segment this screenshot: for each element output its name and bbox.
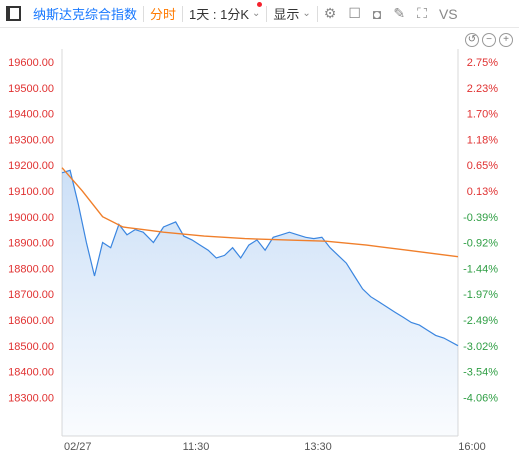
y-tick-label: 18400.00 <box>8 367 54 379</box>
y-tick-label: 18900.00 <box>8 238 54 250</box>
pct-tick-label: -4.06% <box>463 392 498 404</box>
y-tick-label: 18700.00 <box>8 289 54 301</box>
pencil-icon[interactable]: ✎ <box>393 5 406 21</box>
panel-icon <box>6 6 21 21</box>
fullscreen-icon[interactable]: ⛶ <box>417 5 427 21</box>
display-label: 显示 <box>273 7 300 22</box>
pct-tick-label: -2.49% <box>463 315 498 327</box>
zoom-in-icon[interactable]: + <box>499 33 513 47</box>
x-tick-label: 13:30 <box>304 441 332 453</box>
pct-tick-label: -3.02% <box>463 341 498 353</box>
y-tick-label: 18300.00 <box>8 392 54 404</box>
display-menu[interactable]: 显示 ⌄ <box>267 0 316 28</box>
pct-tick-label: -0.92% <box>463 238 498 250</box>
price-line <box>61 169 459 347</box>
x-tick-label: 11:30 <box>183 441 210 453</box>
zoom-out-icon[interactable]: − <box>482 33 496 47</box>
average-price-line <box>61 167 459 258</box>
pct-tick-label: 2.75% <box>467 57 498 69</box>
y-tick-label: 18800.00 <box>8 263 54 275</box>
y-tick-label: 19400.00 <box>8 109 54 121</box>
y-tick-label: 19300.00 <box>8 134 54 146</box>
pct-tick-label: -3.54% <box>463 367 498 379</box>
pct-tick-label: 0.65% <box>467 160 498 172</box>
period-label: 1天 : 1分K <box>189 7 249 22</box>
y-tick-label: 19100.00 <box>8 186 54 198</box>
pct-tick-label: -1.97% <box>463 289 498 301</box>
pct-tick-label: 0.13% <box>467 186 498 198</box>
chart-toolbar: 纳斯达克综合指数 分时 1天 : 1分K ⌄ 显示 ⌄ ⚙ ☐ ◘ ✎ ⛶ VS <box>0 0 519 28</box>
sidebar-toggle[interactable] <box>0 0 27 28</box>
vs-compare[interactable]: VS <box>438 5 458 22</box>
zoom-controls: ↺ − + <box>465 33 513 47</box>
y-tick-label: 19600.00 <box>8 57 54 69</box>
settings-gear-icon[interactable]: ⚙ <box>323 5 337 21</box>
y-tick-label: 19200.00 <box>8 160 54 172</box>
index-name[interactable]: 纳斯达克综合指数 <box>33 7 138 22</box>
price-area <box>62 170 458 437</box>
pct-tick-label: -0.39% <box>463 212 498 224</box>
notification-dot <box>257 1 263 7</box>
x-tick-label: 16:00 <box>458 441 486 453</box>
period-selector[interactable]: 1天 : 1分K ⌄ <box>183 0 266 28</box>
chevron-down-icon: ⌄ <box>252 8 261 19</box>
reset-icon[interactable]: ↺ <box>465 33 479 47</box>
camera-icon[interactable]: ◘ <box>372 5 382 22</box>
timeshare-tab[interactable]: 分时 <box>150 7 177 22</box>
y-tick-label: 18500.00 <box>8 341 54 353</box>
chevron-down-icon: ⌄ <box>302 8 311 19</box>
pct-tick-label: 1.70% <box>467 109 498 121</box>
y-tick-label: 19000.00 <box>8 212 54 224</box>
pct-tick-label: -1.44% <box>463 263 498 275</box>
pct-tick-label: 1.18% <box>467 134 498 146</box>
x-tick-label: 02/27 <box>64 441 92 453</box>
pct-tick-label: 2.23% <box>467 83 498 95</box>
checkbox-icon[interactable]: ☐ <box>348 5 361 21</box>
y-tick-label: 19500.00 <box>8 83 54 95</box>
y-tick-label: 18600.00 <box>8 315 54 327</box>
